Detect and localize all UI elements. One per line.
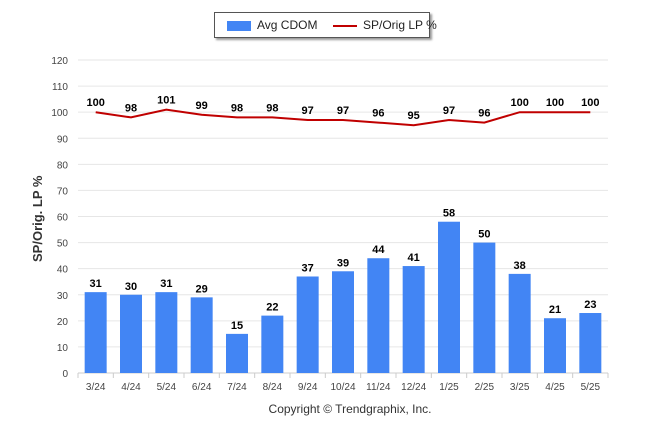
line-value-label: 95 xyxy=(408,110,420,122)
legend-line-swatch xyxy=(333,25,357,27)
bar xyxy=(261,315,284,373)
x-tick-label: 5/24 xyxy=(157,382,177,393)
x-tick-label: 10/24 xyxy=(330,382,355,393)
bar-value-label: 21 xyxy=(549,304,561,316)
bar-value-label: 30 xyxy=(125,281,137,293)
y-tick-label: 90 xyxy=(57,134,69,145)
line-value-label: 97 xyxy=(302,105,314,117)
x-tick-label: 8/24 xyxy=(263,382,283,393)
x-tick-label: 12/24 xyxy=(401,382,426,393)
legend-bar-label: Avg CDOM xyxy=(257,18,318,32)
bar xyxy=(120,294,142,373)
bar-value-label: 41 xyxy=(408,252,420,264)
line-value-label: 98 xyxy=(266,102,278,114)
y-tick-label: 10 xyxy=(57,343,69,354)
y-tick-label: 70 xyxy=(57,186,69,197)
y-tick-label: 20 xyxy=(57,317,69,328)
y-tick-label: 120 xyxy=(51,56,68,67)
line-value-label: 96 xyxy=(478,108,490,120)
line-value-label: 97 xyxy=(443,105,455,117)
bar xyxy=(402,266,425,373)
x-tick-label: 9/24 xyxy=(298,382,318,393)
bar-value-label: 38 xyxy=(514,260,526,272)
bar xyxy=(579,313,602,373)
line-value-label: 100 xyxy=(546,97,564,109)
bar xyxy=(155,292,178,373)
legend: Avg CDOM SP/Orig LP % xyxy=(214,12,437,38)
legend-bar-swatch xyxy=(227,21,251,31)
bar xyxy=(544,318,566,373)
y-tick-label: 80 xyxy=(57,160,69,171)
bar xyxy=(508,273,531,373)
legend-line-label: SP/Orig LP % xyxy=(363,18,437,32)
y-tick-label: 50 xyxy=(57,239,69,250)
bar-value-label: 23 xyxy=(584,299,596,311)
bar-value-label: 44 xyxy=(372,244,385,256)
x-tick-label: 1/25 xyxy=(439,382,459,393)
bar-value-label: 37 xyxy=(302,262,314,274)
bar xyxy=(438,221,460,373)
bar-value-label: 31 xyxy=(160,278,172,290)
line-value-label: 100 xyxy=(581,97,599,109)
line-series xyxy=(95,108,591,127)
line-value-label: 98 xyxy=(231,102,243,114)
line-value-label: 96 xyxy=(372,108,384,120)
bar xyxy=(226,333,248,373)
x-tick-label: 11/24 xyxy=(366,382,391,393)
line-value-label: 98 xyxy=(125,102,137,114)
bar-value-label: 50 xyxy=(478,229,490,241)
line-value-label: 99 xyxy=(196,100,208,112)
bar xyxy=(190,297,213,373)
line-value-label: 97 xyxy=(337,105,349,117)
bar-value-label: 39 xyxy=(337,257,349,269)
bar-value-label: 29 xyxy=(196,283,208,295)
line-value-label: 101 xyxy=(157,95,175,107)
bar xyxy=(84,292,107,373)
x-tick-label: 2/25 xyxy=(475,382,495,393)
x-tick-label: 5/25 xyxy=(581,382,601,393)
copyright-text: Copyright © Trendgraphix, Inc. xyxy=(268,402,432,416)
bar-value-label: 58 xyxy=(443,208,455,220)
y-tick-label: 60 xyxy=(57,213,69,224)
line-value-label: 100 xyxy=(510,97,528,109)
x-tick-label: 4/24 xyxy=(121,382,141,393)
y-axis-label: SP/Orig. LP % xyxy=(30,175,45,262)
bar xyxy=(473,242,496,373)
y-tick-label: 0 xyxy=(62,369,68,380)
bar-value-label: 22 xyxy=(266,302,278,314)
x-tick-label: 4/25 xyxy=(545,382,565,393)
y-tick-label: 110 xyxy=(52,82,68,93)
bar xyxy=(332,271,354,373)
y-tick-label: 30 xyxy=(57,291,69,302)
bar xyxy=(367,258,390,373)
bar-value-label: 15 xyxy=(231,320,243,332)
bar-value-label: 31 xyxy=(90,278,102,290)
bar xyxy=(296,276,319,373)
y-tick-label: 40 xyxy=(57,265,69,276)
x-tick-label: 6/24 xyxy=(192,382,212,393)
y-tick-label: 100 xyxy=(51,108,68,119)
x-tick-label: 7/24 xyxy=(227,382,247,393)
x-tick-label: 3/24 xyxy=(86,382,106,393)
line-value-label: 100 xyxy=(86,97,104,109)
x-tick-label: 3/25 xyxy=(510,382,530,393)
